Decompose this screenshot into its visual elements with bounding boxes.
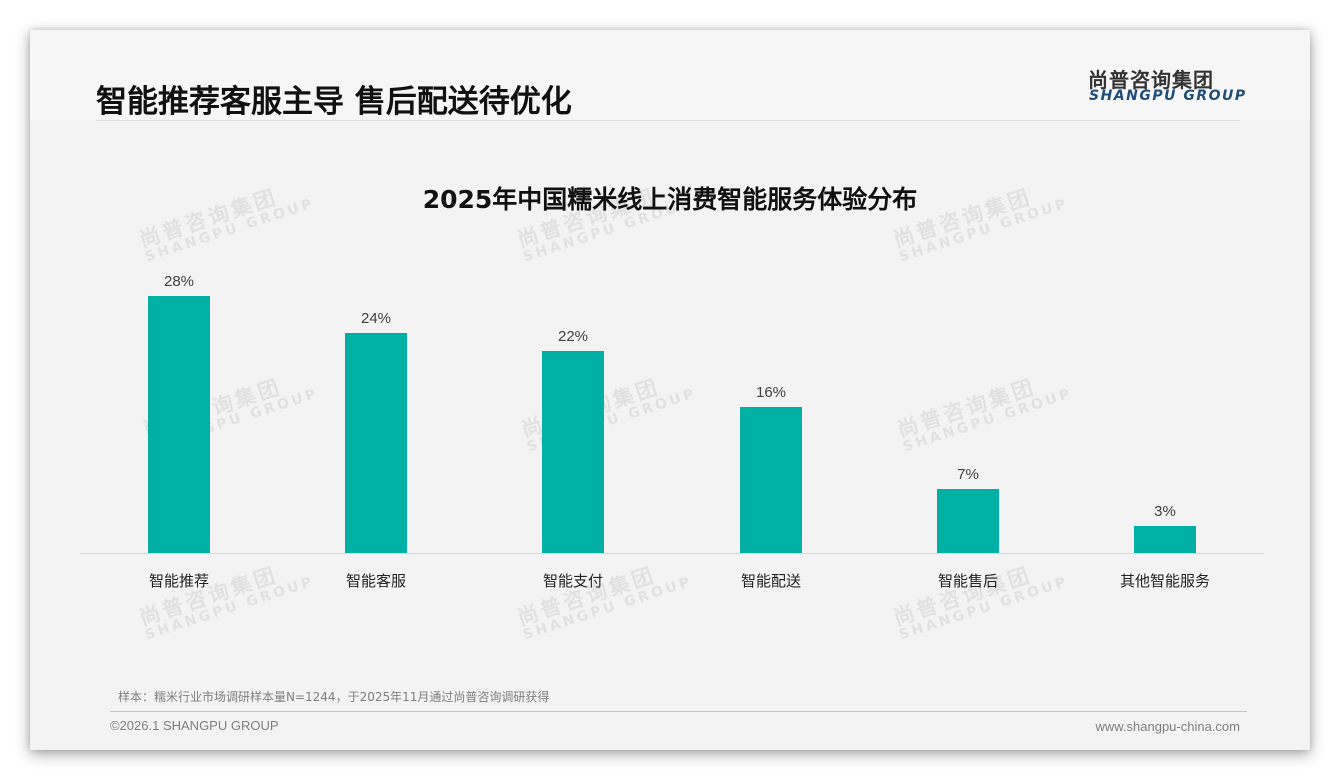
bar: [542, 351, 604, 554]
bar: [148, 296, 210, 554]
category-label: 智能售后: [937, 572, 998, 590]
category-label: 其他智能服务: [1119, 572, 1210, 590]
bar-group: 22%: [542, 230, 604, 554]
footer-divider: [110, 711, 1247, 712]
slide: 智能推荐客服主导 售后配送待优化 尚普咨询集团 SHANGPU GROUP 尚普…: [30, 30, 1310, 750]
bar-chart-plot: 28% 24% 22% 16% 7% 3%: [80, 230, 1264, 554]
logo-english: SHANGPU GROUP: [1089, 88, 1247, 104]
bar-group: 3%: [1134, 230, 1196, 554]
category-label: 智能支付: [542, 572, 603, 590]
chart-title: 2025年中国糯米线上消费智能服务体验分布: [422, 185, 918, 214]
bar: [937, 489, 999, 554]
bar-value-label: 24%: [360, 310, 392, 327]
category-label: 智能客服: [345, 572, 406, 590]
bar-value-label: 22%: [557, 328, 589, 345]
bar: [1134, 526, 1196, 554]
category-label: 智能推荐: [148, 572, 209, 590]
page-title: 智能推荐客服主导 售后配送待优化: [96, 84, 572, 120]
bar: [345, 333, 407, 554]
category-label: 智能配送: [740, 572, 801, 590]
x-axis-line: [80, 553, 1264, 554]
sample-note: 样本：糯米行业市场调研样本量N=1244，于2025年11月通过尚普咨询调研获得: [118, 690, 550, 704]
title-divider: [96, 120, 1240, 121]
bar: [740, 407, 802, 554]
bar-value-label: 3%: [1154, 503, 1176, 520]
header-band: [30, 30, 1310, 120]
bar-value-label: 28%: [163, 273, 195, 290]
website-link[interactable]: www.shangpu-china.com: [1095, 719, 1240, 734]
logo-chinese: 尚普咨询集团: [1088, 68, 1214, 92]
bar-value-label: 16%: [755, 384, 787, 401]
bar-group: 28%: [148, 230, 210, 554]
bar-value-label: 7%: [957, 466, 979, 483]
copyright: ©2026.1 SHANGPU GROUP: [110, 718, 279, 733]
bar-group: 24%: [345, 230, 407, 554]
bar-group: 7%: [937, 230, 999, 554]
bar-group: 16%: [740, 230, 802, 554]
